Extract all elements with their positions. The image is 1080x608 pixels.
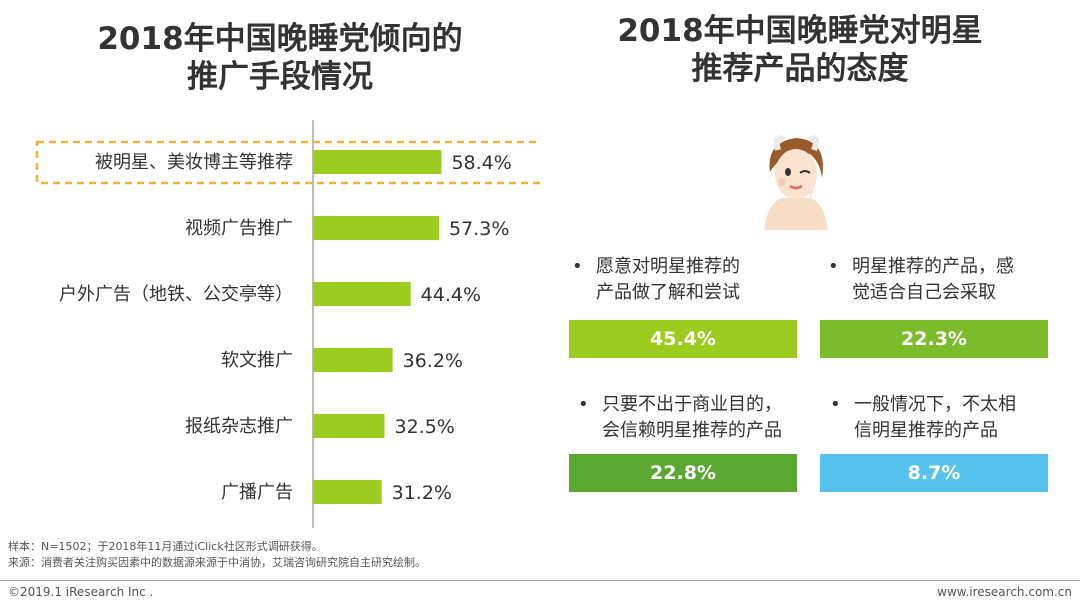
category-label-4: 软文推广 xyxy=(221,350,293,371)
promotion-bar-chart: 被明星、美妆博主等推荐 58.4% 视频广告推广 57.3% 户外广告（地铁、公交亭等）… xyxy=(35,120,540,528)
bar-1 xyxy=(313,150,442,174)
woman-winking-illustration xyxy=(764,135,828,230)
attitude-value-bar-1: 45.4% xyxy=(569,320,797,358)
highlight-box xyxy=(35,140,540,185)
bar-4 xyxy=(313,348,393,372)
attitude-value-bar-4: 8.7% xyxy=(820,454,1048,492)
value-label-2: 57.3% xyxy=(449,218,509,240)
value-label-6: 31.2% xyxy=(392,482,452,504)
sample-note: 样本：N=1502；于2018年11月通过iClick社区形式调研获得。 xyxy=(8,540,323,553)
copyright: ©2019.1 iResearch Inc . xyxy=(8,585,154,599)
category-label-6: 广播广告 xyxy=(221,482,293,503)
attitude-value-bar-2: 22.3% xyxy=(820,320,1048,358)
attitude-value-label-4: 8.7% xyxy=(907,462,961,484)
bullet-icon: • xyxy=(830,394,841,415)
bar-6 xyxy=(313,480,382,504)
bullet-icon: • xyxy=(828,256,839,277)
left-title-line-2: 推广手段情况 xyxy=(187,59,373,95)
footer-divider xyxy=(0,580,1080,581)
value-label-5: 32.5% xyxy=(395,416,455,438)
bar-3 xyxy=(313,282,411,306)
attitude-item-1-text: • 愿意对明星推荐的 产品做了解和尝试 xyxy=(572,254,802,306)
source-note: 来源：消费者关注购买因素中的数据源来源于中消协，艾瑞咨询研究院自主研究绘制。 xyxy=(8,556,426,569)
right-title-line-1: 2018年中国晚睡党对明星 xyxy=(617,13,983,49)
attitude-1-line-2: 产品做了解和尝试 xyxy=(596,282,740,303)
attitude-value-label-2: 22.3% xyxy=(901,328,967,350)
bar-2 xyxy=(313,216,440,240)
bullet-icon: • xyxy=(572,256,583,277)
left-title-line-1: 2018年中国晚睡党倾向的 xyxy=(97,21,463,57)
value-label-3: 44.4% xyxy=(421,284,481,306)
right-panel-title: 2018年中国晚睡党对明星 推荐产品的态度 xyxy=(560,12,1040,88)
attitude-2-line-1: 明星推荐的产品，感 xyxy=(852,256,1014,277)
attitude-3-line-1: 只要不出于商业目的， xyxy=(602,394,782,415)
attitude-4-line-2: 信明星推荐的产品 xyxy=(854,420,998,441)
website-url: www.iresearch.com.cn xyxy=(937,585,1072,599)
category-label-2: 视频广告推广 xyxy=(185,218,293,239)
category-label-3: 户外广告（地铁、公交亭等） xyxy=(59,284,293,305)
category-label-5: 报纸杂志推广 xyxy=(185,416,293,437)
attitude-value-label-3: 22.8% xyxy=(650,462,716,484)
right-title-line-2: 推荐产品的态度 xyxy=(691,51,909,87)
attitude-4-line-1: 一般情况下，不太相 xyxy=(854,394,1016,415)
attitude-value-bar-3: 22.8% xyxy=(569,454,797,492)
attitude-1-line-1: 愿意对明星推荐的 xyxy=(596,256,740,277)
attitude-value-label-1: 45.4% xyxy=(650,328,716,350)
category-label-1: 被明星、美妆博主等推荐 xyxy=(95,152,293,173)
bar-5 xyxy=(313,414,385,438)
value-label-1: 58.4% xyxy=(451,152,511,174)
attitude-item-4-text: • 一般情况下，不太相 信明星推荐的产品 xyxy=(830,392,1060,444)
attitude-item-2-text: • 明星推荐的产品，感 觉适合自己会采取 xyxy=(828,254,1058,306)
bullet-icon: • xyxy=(578,394,589,415)
value-label-4: 36.2% xyxy=(403,350,463,372)
left-chart-title: 2018年中国晚睡党倾向的 推广手段情况 xyxy=(40,20,520,96)
attitude-2-line-2: 觉适合自己会采取 xyxy=(852,282,996,303)
attitude-item-3-text: • 只要不出于商业目的， 会信赖明星推荐的产品 xyxy=(578,392,808,444)
attitude-3-line-2: 会信赖明星推荐的产品 xyxy=(602,420,782,441)
